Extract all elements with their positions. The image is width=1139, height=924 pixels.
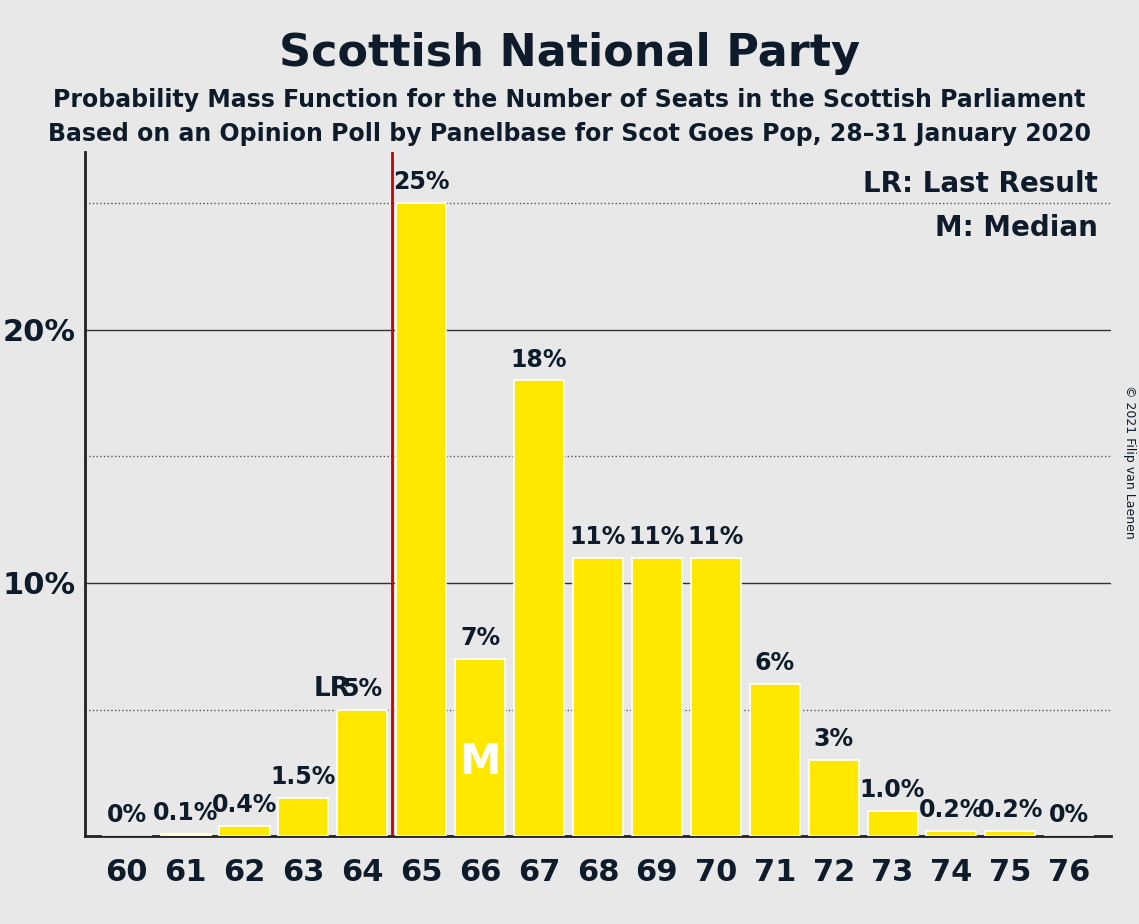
Text: M: Median: M: Median — [935, 214, 1098, 242]
Bar — [278, 798, 328, 836]
Bar — [456, 659, 506, 836]
Text: LR: Last Result: LR: Last Result — [863, 170, 1098, 198]
Text: 0.2%: 0.2% — [919, 798, 984, 822]
Text: Based on an Opinion Poll by Panelbase for Scot Goes Pop, 28–31 January 2020: Based on an Opinion Poll by Panelbase fo… — [48, 122, 1091, 146]
Bar — [220, 826, 270, 836]
Text: 18%: 18% — [510, 347, 567, 371]
Bar — [749, 685, 800, 836]
Text: 1.5%: 1.5% — [271, 765, 336, 789]
Text: 0%: 0% — [107, 803, 147, 827]
Bar — [926, 832, 976, 836]
Text: 0.1%: 0.1% — [153, 801, 219, 825]
Text: 0.4%: 0.4% — [212, 793, 277, 817]
Text: 11%: 11% — [688, 525, 744, 549]
Bar — [868, 811, 918, 836]
Text: LR: LR — [313, 676, 351, 702]
Text: Probability Mass Function for the Number of Seats in the Scottish Parliament: Probability Mass Function for the Number… — [54, 88, 1085, 112]
Text: 6%: 6% — [755, 651, 795, 675]
Text: M: M — [459, 741, 501, 783]
Text: 3%: 3% — [813, 727, 854, 751]
Text: 25%: 25% — [393, 170, 450, 194]
Text: 11%: 11% — [570, 525, 626, 549]
Bar — [161, 833, 211, 836]
Text: © 2021 Filip van Laenen: © 2021 Filip van Laenen — [1123, 385, 1137, 539]
Bar — [985, 832, 1035, 836]
Text: 0%: 0% — [1049, 803, 1089, 827]
Text: 1.0%: 1.0% — [860, 778, 925, 802]
Text: 7%: 7% — [460, 626, 500, 650]
Bar — [632, 558, 682, 836]
Bar — [514, 381, 564, 836]
Bar — [809, 760, 859, 836]
Bar — [337, 710, 387, 836]
Bar — [690, 558, 740, 836]
Bar — [573, 558, 623, 836]
Text: Scottish National Party: Scottish National Party — [279, 32, 860, 76]
Text: 5%: 5% — [342, 676, 383, 700]
Text: 11%: 11% — [629, 525, 685, 549]
Bar — [396, 203, 446, 836]
Text: 0.2%: 0.2% — [977, 798, 1043, 822]
